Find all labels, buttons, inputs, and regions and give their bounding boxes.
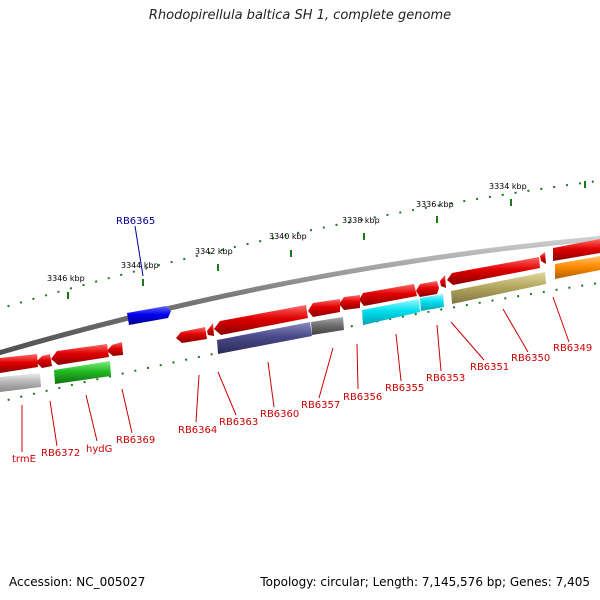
gene-RB6357-fwd[interactable] (308, 299, 340, 317)
gene-red-arrow[interactable] (540, 252, 546, 264)
gene-trmE[interactable] (0, 373, 41, 392)
gene-RB6356-fwd[interactable] (339, 295, 360, 310)
gene-red-arrow[interactable] (36, 354, 52, 368)
genome-summary: Topology: circular; Length: 7,145,576 bp… (260, 575, 590, 589)
gene-hydG[interactable] (54, 361, 111, 384)
gene-RB6357[interactable] (311, 317, 344, 335)
gene-label[interactable]: trmE (12, 454, 36, 465)
gene-label[interactable]: RB6363 (219, 417, 258, 428)
gene-label[interactable]: RB6360 (260, 409, 299, 420)
inner-tick-arc (0, 281, 600, 403)
gene-RB6350[interactable] (451, 272, 546, 304)
gene-RB6360[interactable] (217, 322, 312, 354)
gene-red-arrow[interactable] (440, 275, 446, 288)
gene-RB6364[interactable] (176, 327, 207, 343)
scale-label: 3344 kbp (121, 261, 159, 270)
gene-label[interactable]: RB6357 (301, 400, 340, 411)
gene-RB6360-fwd[interactable] (214, 305, 308, 335)
gene-labels: RB6365 RB6349 RB6350 RB6351 RB6353 RB635… (12, 216, 592, 465)
reverse-genes (0, 256, 600, 392)
gene-orange[interactable] (555, 256, 600, 279)
scale-label: 3336 kbp (416, 200, 454, 209)
scale-label: 3338 kbp (342, 216, 380, 225)
scale-label: 3340 kbp (269, 232, 307, 241)
genome-backbone (0, 235, 600, 356)
gene-RB6355[interactable] (362, 299, 420, 325)
gene-red-arrow[interactable] (207, 323, 214, 336)
scale-label: 3334 kbp (489, 182, 527, 191)
gene-label[interactable]: RB6353 (426, 373, 465, 384)
gene-label[interactable]: hydG (86, 444, 112, 455)
map-title: Rhodopirellula baltica SH 1, complete ge… (148, 8, 452, 23)
gene-label[interactable]: RB6355 (385, 383, 424, 394)
gene-RB6365[interactable] (127, 306, 171, 325)
gene-RB6351[interactable] (447, 257, 540, 285)
gene-label[interactable]: RB6351 (470, 362, 509, 373)
scale-label: 3342 kbp (195, 247, 233, 256)
gene-red-arrow[interactable] (107, 342, 123, 356)
forward-genes (0, 239, 600, 373)
gene-label[interactable]: RB6350 (511, 353, 550, 364)
gene-label[interactable]: RB6364 (178, 425, 217, 436)
scale-labels: 3334 kbp 3336 kbp 3338 kbp 3340 kbp 3342… (47, 182, 527, 283)
leader-lines (21, 225, 570, 452)
gene-label[interactable]: RB6365 (116, 216, 155, 227)
gene-label[interactable]: RB6372 (41, 448, 80, 459)
gene-RB6353-fwd[interactable] (416, 281, 439, 297)
gene-RB6355-fwd[interactable] (359, 284, 417, 306)
accession-text: Accession: NC_005027 (9, 575, 146, 589)
gene-label[interactable]: RB6369 (116, 435, 155, 446)
gene-RB6369-fwd[interactable] (51, 344, 109, 365)
gene-RB6372-fwd[interactable] (0, 354, 38, 373)
gene-label[interactable]: RB6356 (343, 392, 382, 403)
major-ticks (67, 181, 586, 299)
scale-label: 3346 kbp (47, 274, 85, 283)
gene-RB6349[interactable] (553, 239, 600, 261)
gene-label[interactable]: RB6349 (553, 343, 592, 354)
gene-cyan-small[interactable] (420, 294, 444, 311)
